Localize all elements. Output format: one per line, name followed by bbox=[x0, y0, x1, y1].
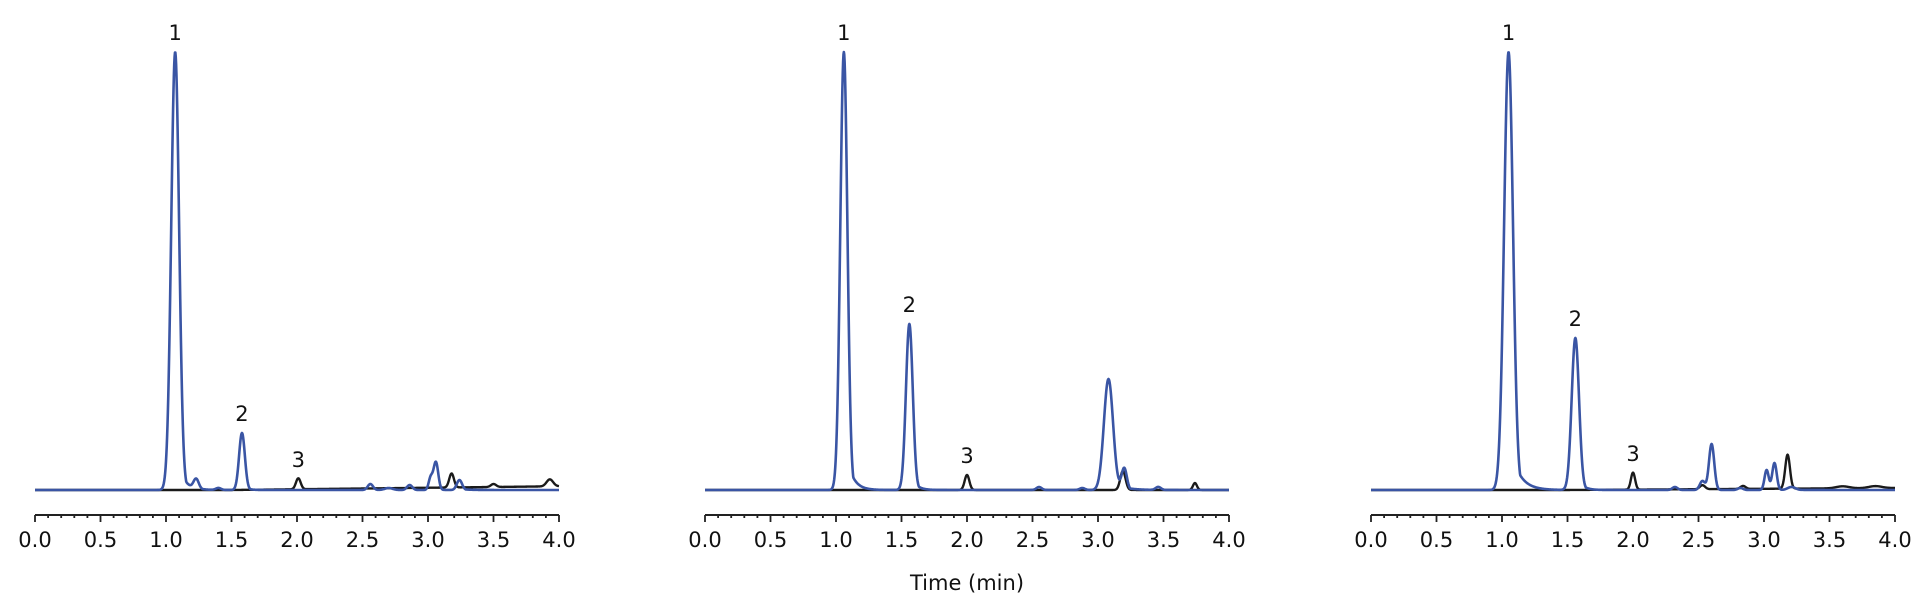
x-tick-label: 1.5 bbox=[1551, 528, 1584, 552]
x-tick-label: 2.5 bbox=[346, 528, 379, 552]
peak-label: 2 bbox=[1569, 307, 1582, 331]
x-tick-label: 2.0 bbox=[280, 528, 313, 552]
x-tick-label: 3.5 bbox=[1813, 528, 1846, 552]
peak-label: 3 bbox=[1626, 442, 1639, 466]
x-tick-label: 2.5 bbox=[1016, 528, 1049, 552]
x-tick-label: 1.0 bbox=[1485, 528, 1518, 552]
x-tick-label: 4.0 bbox=[542, 528, 575, 552]
blue-trace bbox=[1370, 51, 1896, 492]
chromatogram-panel-1: 0.0 0.5 1.0 1.5 2.0 2.5 3.0 3.5 4.0 1 2 3 bbox=[18, 21, 575, 552]
x-tick-label: 0.5 bbox=[84, 528, 117, 552]
chromatogram-panel-3: 0.0 0.5 1.0 1.5 2.0 2.5 3.0 3.5 4.0 1 2 3 bbox=[1354, 21, 1911, 552]
x-tick-label: 0.5 bbox=[1420, 528, 1453, 552]
x-tick-label: 3.5 bbox=[477, 528, 510, 552]
peak-label: 3 bbox=[292, 448, 305, 472]
x-tick-label: 1.5 bbox=[215, 528, 248, 552]
x-tick-label: 2.0 bbox=[950, 528, 983, 552]
x-tick-label: 0.5 bbox=[754, 528, 787, 552]
peak-label: 3 bbox=[960, 444, 973, 468]
peak-label: 1 bbox=[1502, 21, 1515, 45]
x-tick-label: 0.0 bbox=[688, 528, 721, 552]
x-tick-label: 1.0 bbox=[149, 528, 182, 552]
black-trace bbox=[704, 469, 1230, 492]
x-tick-label: 0.0 bbox=[18, 528, 51, 552]
peak-label: 1 bbox=[168, 21, 181, 45]
x-tick-label: 1.0 bbox=[819, 528, 852, 552]
x-tick-label: 3.5 bbox=[1147, 528, 1180, 552]
peak-label: 2 bbox=[235, 402, 248, 426]
x-tick-label: 2.5 bbox=[1682, 528, 1715, 552]
chromatogram-panel-2: 0.0 0.5 1.0 1.5 2.0 2.5 3.0 3.5 4.0 1 2 3 bbox=[688, 21, 1245, 552]
x-tick-label: 2.0 bbox=[1616, 528, 1649, 552]
peak-label: 2 bbox=[903, 293, 916, 317]
black-trace bbox=[34, 472, 560, 492]
x-tick-label: 0.0 bbox=[1354, 528, 1387, 552]
x-tick-label: 3.0 bbox=[1747, 528, 1780, 552]
blue-trace bbox=[704, 50, 1230, 492]
x-axis-title: Time (min) bbox=[909, 571, 1024, 595]
x-tick-label: 4.0 bbox=[1878, 528, 1911, 552]
x-tick-label: 4.0 bbox=[1212, 528, 1245, 552]
x-tick-label: 3.0 bbox=[1081, 528, 1114, 552]
x-tick-label: 3.0 bbox=[411, 528, 444, 552]
x-tick-label: 1.5 bbox=[885, 528, 918, 552]
peak-label: 1 bbox=[837, 21, 850, 45]
blue-trace bbox=[34, 51, 560, 492]
